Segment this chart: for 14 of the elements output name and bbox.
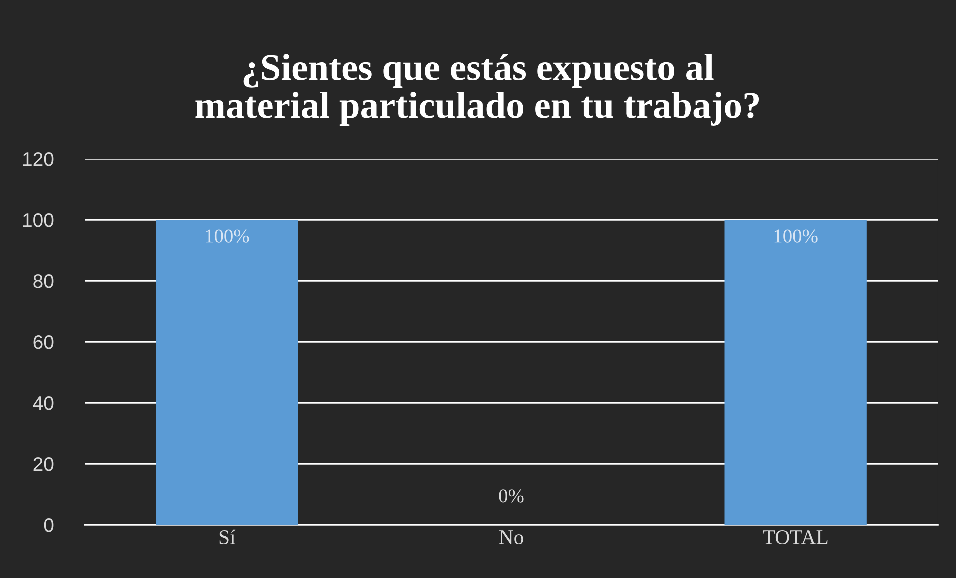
chart-title: ¿Sientes que estás expuesto al material particulado en tu trabajo?: [196, 54, 760, 126]
y-tick-label: 100: [23, 213, 54, 228]
data-label: 100%: [774, 230, 818, 243]
data-label: 100%: [206, 230, 250, 243]
x-tick-label: No: [499, 530, 524, 545]
y-tick-label: 120: [23, 152, 54, 166]
y-tick-label: 40: [33, 396, 54, 410]
y-tick-label: 80: [34, 274, 54, 288]
x-tick-label: TOTAL: [763, 530, 828, 545]
y-tick-label: 60: [34, 335, 54, 350]
x-tick-label: Sí: [220, 530, 236, 545]
data-label: 0%: [499, 490, 524, 503]
y-tick-label: 20: [34, 457, 54, 472]
y-tick-label: 0: [44, 518, 54, 532]
